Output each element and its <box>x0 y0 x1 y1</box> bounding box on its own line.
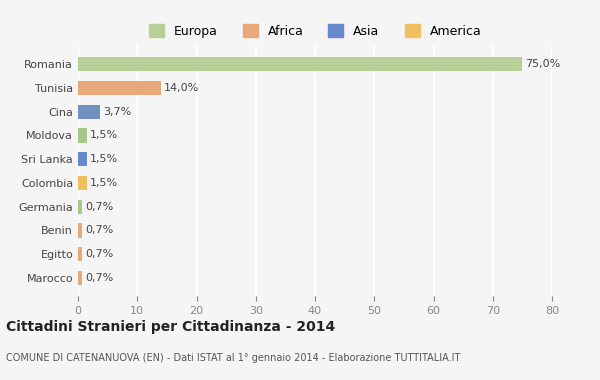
Text: 0,7%: 0,7% <box>85 249 113 259</box>
Text: 75,0%: 75,0% <box>526 59 560 69</box>
Bar <box>78 152 87 166</box>
Legend: Europa, Africa, Asia, America: Europa, Africa, Asia, America <box>143 19 487 43</box>
Bar <box>78 271 82 285</box>
Bar <box>78 81 161 95</box>
Text: 1,5%: 1,5% <box>90 178 118 188</box>
Text: 1,5%: 1,5% <box>90 154 118 164</box>
Bar <box>78 176 87 190</box>
Bar <box>78 57 523 71</box>
Text: 14,0%: 14,0% <box>164 83 199 93</box>
Bar <box>78 128 87 142</box>
Text: 0,7%: 0,7% <box>85 225 113 235</box>
Text: 0,7%: 0,7% <box>85 273 113 283</box>
Text: 1,5%: 1,5% <box>90 130 118 140</box>
Bar <box>78 247 82 261</box>
Bar <box>78 105 100 119</box>
Text: 0,7%: 0,7% <box>85 202 113 212</box>
Text: COMUNE DI CATENANUOVA (EN) - Dati ISTAT al 1° gennaio 2014 - Elaborazione TUTTIT: COMUNE DI CATENANUOVA (EN) - Dati ISTAT … <box>6 353 460 363</box>
Text: 3,7%: 3,7% <box>103 107 131 117</box>
Bar <box>78 223 82 238</box>
Text: Cittadini Stranieri per Cittadinanza - 2014: Cittadini Stranieri per Cittadinanza - 2… <box>6 320 335 334</box>
Bar <box>78 200 82 214</box>
